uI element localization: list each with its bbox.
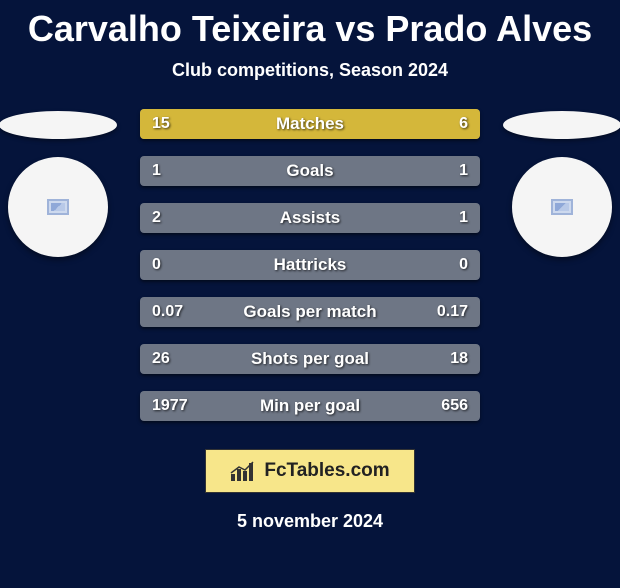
stat-label: Goals per match <box>140 302 480 322</box>
stat-row: 2Assists1 <box>140 203 480 233</box>
stat-label: Goals <box>140 161 480 181</box>
stat-value-right: 0 <box>459 256 468 274</box>
image-placeholder-icon <box>47 199 69 215</box>
stat-row: 0Hattricks0 <box>140 250 480 280</box>
comparison-title: Carvalho Teixeira vs Prado Alves <box>0 8 620 50</box>
player-right-graphics <box>502 109 620 257</box>
image-placeholder-icon <box>551 199 573 215</box>
stat-value-right: 18 <box>450 350 468 368</box>
stat-value-right: 1 <box>459 162 468 180</box>
player-right-ellipse <box>503 111 620 139</box>
stat-row: 15Matches6 <box>140 109 480 139</box>
source-badge: FcTables.com <box>205 449 415 493</box>
stats-bars: 15Matches61Goals12Assists10Hattricks00.0… <box>140 109 480 421</box>
source-badge-text: FcTables.com <box>264 460 389 482</box>
stat-row: 1977Min per goal656 <box>140 391 480 421</box>
player-left-graphics <box>0 109 118 257</box>
stat-row: 1Goals1 <box>140 156 480 186</box>
stat-label: Hattricks <box>140 255 480 275</box>
stat-row: 0.07Goals per match0.17 <box>140 297 480 327</box>
stat-row: 26Shots per goal18 <box>140 344 480 374</box>
player-right-circle <box>512 157 612 257</box>
stat-value-right: 1 <box>459 209 468 227</box>
stat-label: Assists <box>140 208 480 228</box>
stat-label: Shots per goal <box>140 349 480 369</box>
comparison-content: 15Matches61Goals12Assists10Hattricks00.0… <box>0 109 620 421</box>
stat-label: Min per goal <box>140 396 480 416</box>
chart-bars-icon <box>230 460 258 482</box>
stat-value-right: 656 <box>441 397 468 415</box>
player-left-ellipse <box>0 111 117 139</box>
stat-value-right: 0.17 <box>437 303 468 321</box>
player-left-circle <box>8 157 108 257</box>
stat-value-right: 6 <box>459 115 468 133</box>
comparison-date: 5 november 2024 <box>0 511 620 532</box>
comparison-subtitle: Club competitions, Season 2024 <box>0 60 620 81</box>
stat-label: Matches <box>140 114 480 134</box>
